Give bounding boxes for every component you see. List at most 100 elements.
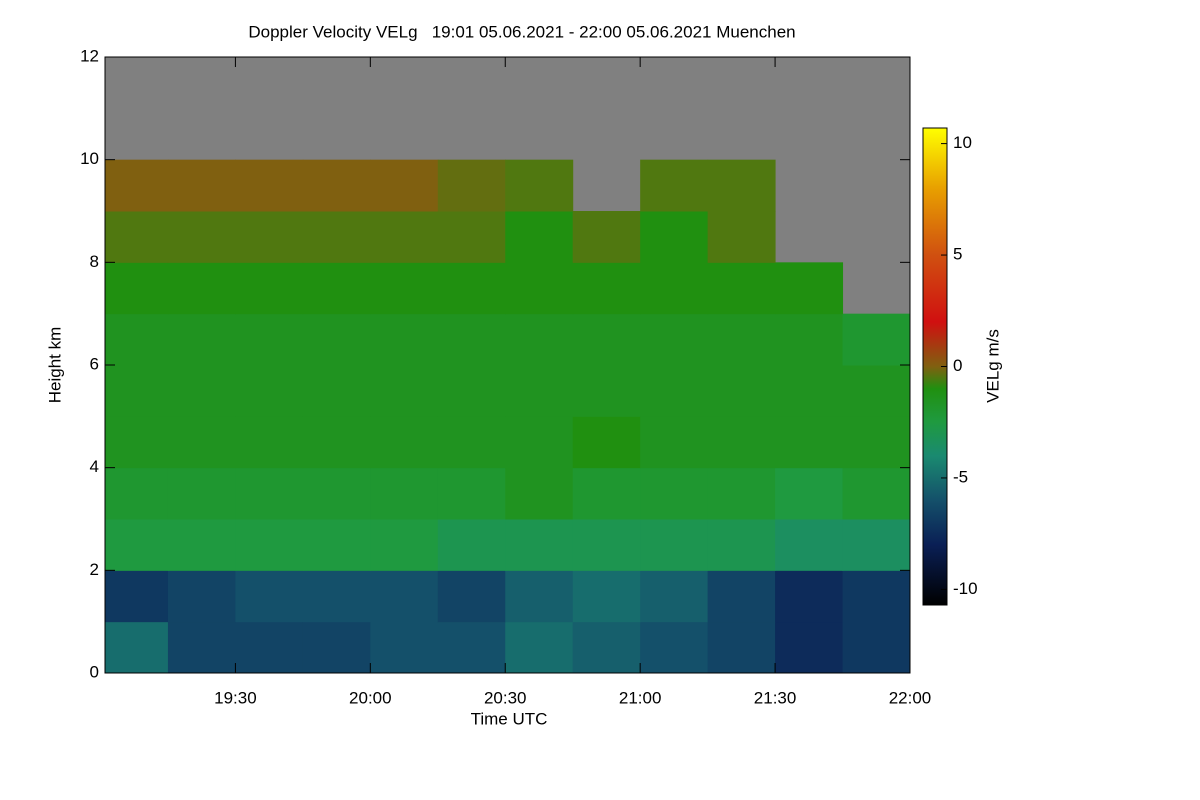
heatmap-cell xyxy=(572,570,641,623)
heatmap-cell xyxy=(775,570,844,623)
heatmap-cell xyxy=(707,313,776,366)
heatmap-cell xyxy=(707,519,776,571)
heatmap-cell xyxy=(105,159,169,212)
heatmap-cell xyxy=(302,365,371,417)
heatmap-cell xyxy=(105,211,169,263)
heatmap-cell xyxy=(105,519,169,571)
heatmap-cell xyxy=(370,519,439,571)
heatmap-cell xyxy=(775,467,844,520)
heatmap-cell xyxy=(572,621,641,674)
heatmap-cell xyxy=(167,416,236,469)
heatmap-cell xyxy=(842,519,911,571)
heatmap-cell xyxy=(505,519,574,571)
heatmap-cell xyxy=(302,570,371,623)
heatmap-cell xyxy=(572,365,641,417)
heatmap-cell xyxy=(302,262,371,315)
heatmap-cell xyxy=(302,416,371,469)
heatmap-cell xyxy=(640,313,709,366)
heatmap-cell xyxy=(842,416,911,469)
heatmap-cell xyxy=(437,365,506,417)
x-tick-label: 21:00 xyxy=(619,688,662,707)
heatmap-cell xyxy=(167,621,236,674)
heatmap-cell xyxy=(167,365,236,417)
heatmap-cell xyxy=(572,313,641,366)
heatmap-cell xyxy=(572,211,641,263)
heatmap-cell xyxy=(707,416,776,469)
heatmap-cell xyxy=(105,416,169,469)
heatmap-cell xyxy=(370,313,439,366)
heatmap-cell xyxy=(370,416,439,469)
heatmap-cell xyxy=(640,159,709,212)
heatmap-cell xyxy=(572,519,641,571)
heatmap-cell xyxy=(235,621,304,674)
heatmap-cell xyxy=(302,313,371,366)
heatmap-cell xyxy=(437,467,506,520)
x-tick-label: 20:00 xyxy=(349,688,392,707)
colorbar-tick-label: -5 xyxy=(953,467,968,486)
heatmap-cell xyxy=(775,262,844,315)
heatmap-cell xyxy=(437,416,506,469)
heatmap-cell xyxy=(437,313,506,366)
colorbar-tick-label: 0 xyxy=(953,356,962,375)
heatmap-cell xyxy=(505,467,574,520)
heatmap-cell xyxy=(505,416,574,469)
heatmap-cell xyxy=(105,467,169,520)
heatmap-cell xyxy=(235,313,304,366)
heatmap-cell xyxy=(167,519,236,571)
heatmap-cell xyxy=(842,365,911,417)
heatmap-cell xyxy=(302,211,371,263)
heatmap-cell xyxy=(640,416,709,469)
heatmap-cell xyxy=(235,570,304,623)
heatmap-cell xyxy=(842,621,911,674)
heatmap-cell xyxy=(707,365,776,417)
heatmap-cell xyxy=(572,467,641,520)
heatmap-cell xyxy=(572,416,641,469)
heatmap-cell xyxy=(775,313,844,366)
heatmap-cell xyxy=(370,159,439,212)
heatmap-cell xyxy=(707,211,776,263)
y-tick-label: 0 xyxy=(90,662,99,681)
heatmap-cell xyxy=(167,313,236,366)
heatmap-cell xyxy=(437,621,506,674)
heatmap-cell xyxy=(640,467,709,520)
heatmap-cell xyxy=(235,211,304,263)
heatmap-cell xyxy=(302,159,371,212)
heatmap-cell xyxy=(235,467,304,520)
x-tick-label: 22:00 xyxy=(889,688,932,707)
heatmap-cell xyxy=(105,570,169,623)
heatmap-cell xyxy=(505,365,574,417)
heatmap-cell xyxy=(437,211,506,263)
colorbar-tick-label: -10 xyxy=(953,579,978,598)
colorbar-tick-label: 10 xyxy=(953,133,972,152)
heatmap-cell xyxy=(302,519,371,571)
heatmap-cell xyxy=(437,519,506,571)
heatmap-cell xyxy=(167,211,236,263)
heatmap-cell xyxy=(640,365,709,417)
y-tick-label: 12 xyxy=(80,46,99,65)
heatmap-cell xyxy=(640,211,709,263)
chart-title: Doppler Velocity VELg 19:01 05.06.2021 -… xyxy=(248,22,795,41)
heatmap-cell xyxy=(842,313,911,366)
colorbar-label: VELg m/s xyxy=(983,329,1002,403)
heatmap-cell xyxy=(505,211,574,263)
y-tick-label: 2 xyxy=(90,560,99,579)
heatmap-cell xyxy=(775,621,844,674)
heatmap-cell xyxy=(167,262,236,315)
heatmap-cell xyxy=(437,262,506,315)
heatmap-cell xyxy=(775,365,844,417)
heatmap-cell xyxy=(302,621,371,674)
heatmap-cell xyxy=(640,262,709,315)
heatmap-cell xyxy=(437,159,506,212)
heatmap-cell xyxy=(572,262,641,315)
heatmap-cell xyxy=(775,416,844,469)
heatmap-cell xyxy=(370,262,439,315)
y-tick-label: 8 xyxy=(90,252,99,271)
heatmap-cell xyxy=(370,211,439,263)
heatmap-cell xyxy=(370,467,439,520)
heatmap-cell xyxy=(640,621,709,674)
x-tick-label: 19:30 xyxy=(214,688,257,707)
y-tick-label: 6 xyxy=(90,354,99,373)
heatmap-cell xyxy=(505,570,574,623)
heatmap-cell xyxy=(707,159,776,212)
